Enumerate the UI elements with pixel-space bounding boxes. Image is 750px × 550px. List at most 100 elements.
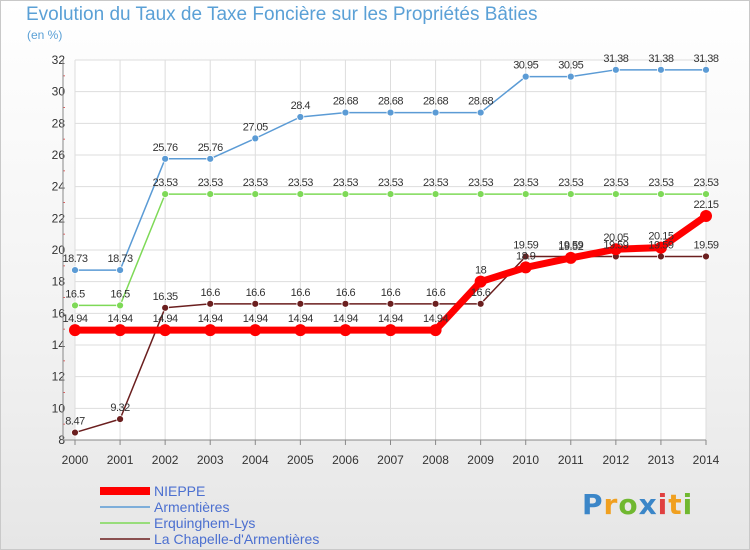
x-tick-label: 2009	[467, 453, 494, 467]
x-tick-label: 2005	[287, 453, 314, 467]
data-point-la-chapelle-d-armenti-res	[702, 252, 710, 261]
legend-item-la-chapelle[interactable]: La Chapelle-d'Armentières	[100, 531, 380, 548]
data-label-erquinghem-lys: 16.5	[110, 288, 130, 300]
y-tick-label: 10	[52, 401, 66, 415]
data-label-erquinghem-lys: 23.53	[198, 177, 223, 189]
data-point-armenti-res	[521, 72, 530, 81]
legend-label-armentieres: Armentières	[154, 499, 230, 515]
legend-label-nieppe: NIEPPE	[154, 483, 206, 499]
legend-swatch-armentieres	[100, 506, 150, 508]
data-label-nieppe: 20.15	[648, 231, 673, 243]
data-label-armenti-res: 25.76	[198, 142, 223, 154]
data-point-erquinghem-lys	[431, 190, 440, 199]
x-tick-label: 2000	[62, 453, 89, 467]
data-label-nieppe: 18.9	[516, 250, 536, 262]
x-tick-label: 2002	[152, 453, 179, 467]
data-label-la-chapelle-d-armenti-res: 16.6	[471, 287, 491, 299]
data-point-erquinghem-lys	[611, 190, 620, 199]
logo-letter: i	[657, 488, 669, 521]
data-point-la-chapelle-d-armenti-res	[161, 303, 170, 312]
legend-swatch-nieppe	[100, 487, 150, 495]
data-label-la-chapelle-d-armenti-res: 19.59	[513, 239, 538, 251]
logo-letter: r	[603, 488, 619, 521]
data-point-la-chapelle-d-armenti-res	[296, 299, 305, 308]
y-tick-label: 26	[52, 148, 66, 162]
data-label-la-chapelle-d-armenti-res: 16.6	[201, 287, 221, 299]
y-tick-label: 28	[52, 116, 66, 130]
data-point-armenti-res	[296, 113, 305, 121]
y-tick-label: 32	[52, 53, 66, 67]
data-label-nieppe: 14.94	[333, 313, 358, 325]
data-label-erquinghem-lys: 23.53	[333, 177, 358, 189]
y-tick-label: 14	[52, 338, 66, 352]
logo-letter: t	[668, 488, 683, 521]
data-label-nieppe: 14.94	[423, 313, 448, 325]
data-point-erquinghem-lys	[521, 190, 530, 199]
y-tick-label: 20	[52, 243, 66, 257]
data-label-erquinghem-lys: 23.53	[243, 177, 268, 189]
data-point-armenti-res	[431, 108, 440, 117]
data-point-nieppe	[339, 324, 352, 337]
value-labels: 8.47 9.32 16.35 16.6 16.6 16.6 16.6 16.6 16.6 16.…	[62, 53, 719, 428]
data-label-la-chapelle-d-armenti-res: 19.59	[558, 239, 583, 251]
legend-label-erquinghem-lys: Erquinghem-Lys	[154, 515, 256, 531]
logo-letter: i	[682, 488, 694, 521]
data-point-armenti-res	[251, 134, 260, 143]
data-label-nieppe: 14.94	[62, 313, 87, 325]
data-point-la-chapelle-d-armenti-res	[476, 299, 485, 308]
data-point-armenti-res	[116, 266, 124, 275]
data-label-armenti-res: 27.05	[243, 121, 268, 133]
data-point-nieppe	[654, 241, 667, 254]
chart-title: Evolution du Taux de Taxe Foncière sur l…	[26, 4, 538, 25]
legend-item-nieppe[interactable]: NIEPPE	[100, 483, 380, 500]
data-label-la-chapelle-d-armenti-res: 8.47	[65, 416, 85, 428]
data-point-armenti-res	[341, 108, 350, 117]
legend: NIEPPE Armentières Erquinghem-Lys La Cha…	[100, 483, 380, 548]
data-label-armenti-res: 18.73	[62, 253, 87, 265]
x-tick-label: 2014	[693, 453, 720, 467]
x-tick-label: 2001	[107, 453, 134, 467]
logo-letter: o	[618, 488, 639, 521]
x-tick-label: 2012	[603, 453, 630, 467]
data-label-erquinghem-lys: 23.53	[603, 177, 628, 189]
legend-swatch-erquinghem-lys	[100, 522, 150, 524]
legend-item-erquinghem-lys[interactable]: Erquinghem-Lys	[100, 515, 380, 532]
data-label-armenti-res: 28.68	[423, 96, 448, 108]
data-point-la-chapelle-d-armenti-res	[341, 299, 350, 308]
data-point-nieppe	[114, 324, 127, 337]
data-point-nieppe	[609, 243, 622, 256]
data-point-erquinghem-lys	[657, 190, 665, 199]
data-point-nieppe	[474, 275, 487, 288]
data-point-nieppe	[159, 324, 172, 337]
data-label-armenti-res: 31.38	[693, 53, 718, 65]
logo-letter: x	[638, 488, 658, 521]
data-label-erquinghem-lys: 23.53	[423, 177, 448, 189]
y-tick-label: 16	[52, 306, 66, 320]
data-point-erquinghem-lys	[251, 190, 260, 199]
data-label-erquinghem-lys: 23.53	[378, 177, 403, 189]
data-label-la-chapelle-d-armenti-res: 16.35	[153, 291, 178, 303]
data-label-armenti-res: 30.95	[513, 60, 538, 72]
y-tick-label: 30	[52, 85, 66, 99]
data-point-armenti-res	[71, 266, 79, 275]
data-label-erquinghem-lys: 23.53	[153, 177, 178, 189]
data-point-la-chapelle-d-armenti-res	[521, 252, 530, 261]
legend-item-armentieres[interactable]: Armentières	[100, 499, 380, 516]
data-point-nieppe	[700, 209, 712, 222]
y-axis-unit: (en %)	[27, 28, 63, 42]
data-label-la-chapelle-d-armenti-res: 19.59	[693, 239, 718, 251]
data-point-erquinghem-lys	[296, 190, 305, 199]
data-label-armenti-res: 31.38	[648, 53, 673, 65]
x-tick-label: 2013	[648, 453, 675, 467]
data-label-la-chapelle-d-armenti-res: 16.6	[426, 287, 446, 299]
y-tick-label: 22	[52, 211, 66, 225]
data-point-erquinghem-lys	[566, 190, 575, 199]
data-point-erquinghem-lys	[71, 301, 79, 310]
y-tick-label: 24	[52, 180, 66, 194]
data-point-armenti-res	[206, 154, 215, 163]
data-point-erquinghem-lys	[206, 190, 215, 199]
data-point-armenti-res	[566, 72, 575, 81]
x-tick-label: 2010	[512, 453, 539, 467]
data-point-nieppe	[249, 324, 262, 337]
